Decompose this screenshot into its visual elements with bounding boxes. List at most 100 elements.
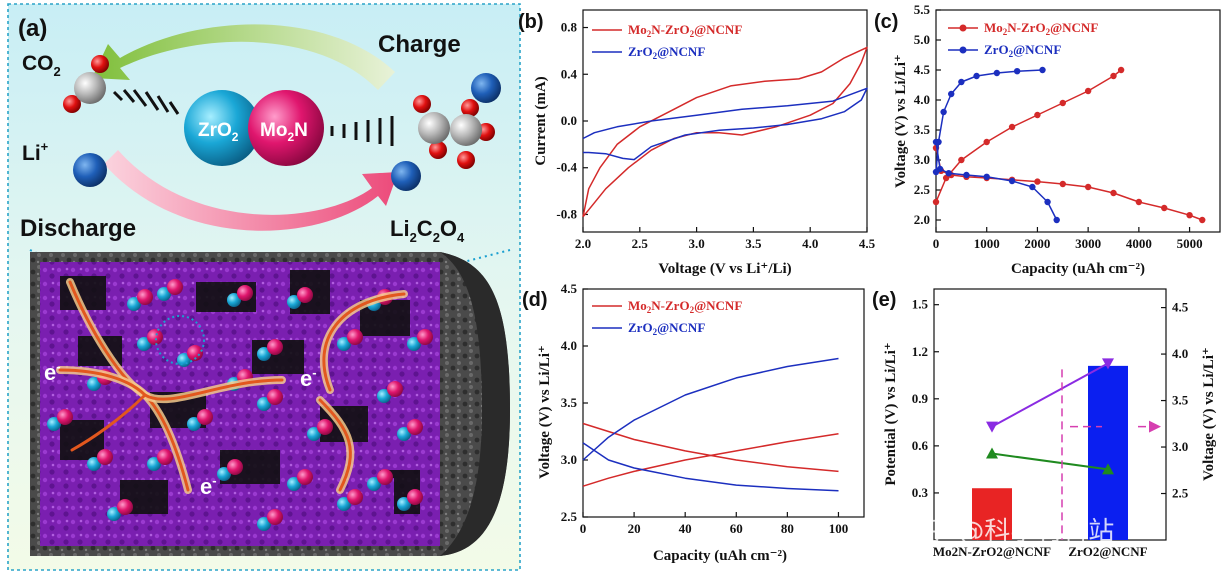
y-tick-label: 3.5 [561, 395, 578, 410]
y-tick-label: 0.8 [561, 20, 578, 35]
li2c2o4-molecule [391, 73, 501, 191]
panel-e-series [972, 358, 1161, 540]
adsorbed-zro2-particle [287, 477, 301, 491]
adsorbed-mo2n-particle [147, 329, 163, 345]
panel-d-series [582, 357, 839, 492]
x-tick-label: 0 [580, 521, 587, 536]
mo2n-sphere [248, 90, 324, 166]
panel-b-cv-plot: (b) 2.0 2.5 3.0 3.5 4.0 4.5-0.8-0.40.00.40.8 … [518, 9, 876, 277]
electron-label-1: e- [44, 359, 61, 385]
panel-c-legend-blue-dot [959, 46, 967, 54]
data-point [1161, 204, 1168, 212]
panel-d-xlabel: Capacity (uAh cm⁻²) [653, 548, 787, 564]
x-tick-label: 2.0 [575, 236, 591, 251]
co2-interaction-dashes [112, 89, 180, 115]
data-point [948, 90, 955, 98]
x-tick-label: 3000 [1075, 236, 1101, 251]
x-tick-label: 4000 [1126, 236, 1152, 251]
adsorbed-zro2-particle [87, 377, 101, 391]
adsorbed-mo2n-particle [267, 509, 283, 525]
panel-b-xlabel: Voltage (V vs Li⁺/Li) [658, 261, 791, 277]
adsorbed-zro2-particle [257, 517, 271, 531]
data-point [1084, 87, 1092, 95]
panel-b-legend: Mo2N-ZrO2@NCNF ZrO2@NCNF [592, 22, 742, 61]
adsorbed-zro2-particle [87, 457, 101, 471]
y-tick-label: 4.0 [914, 92, 930, 107]
adsorbed-zro2-particle [367, 477, 381, 491]
panel-c-ticks: 0 1000 2000 3000 4000 5000 2.0 2.5 3.0 3.5 4.0 4.5 5… [914, 2, 1203, 251]
x-category-label: ZrO2@NCNF [1068, 544, 1147, 559]
adsorbed-mo2n-particle [347, 329, 363, 345]
bar [972, 488, 1012, 540]
data-point [1013, 68, 1021, 75]
data-point [935, 138, 942, 146]
data-point [1008, 177, 1016, 185]
data-point [1199, 216, 1206, 224]
panel-b-label: (b) [518, 11, 544, 33]
electron-paths [56, 278, 408, 494]
adsorbed-mo2n-particle [97, 449, 113, 465]
data-point [1008, 123, 1016, 131]
panel-a-schematic: (a) Charge Discharge CO2 Li+ ZrO2 Mo2N [7, 3, 521, 571]
panel-b-frame [582, 9, 868, 233]
adsorbed-zro2-particle [47, 417, 61, 431]
data-point [1053, 216, 1060, 224]
y-left-tick-label: 0.6 [912, 438, 929, 453]
panel-c-legend: Mo2N-ZrO2@NCNF ZrO2@NCNF [948, 20, 1098, 59]
data-point [1039, 66, 1046, 74]
adsorbed-mo2n-particle [227, 459, 243, 475]
panel-d-cycling-plot: (d) 0 20 40 60 80 100 2.5 3.0 3.5 4.0 4.5 Capacity… [522, 281, 865, 564]
panel-c-legend-red: Mo2N-ZrO2@NCNF [984, 20, 1098, 37]
panel-d-label: (d) [522, 289, 548, 311]
panel-c-xlabel: Capacity (uAh cm⁻²) [1011, 261, 1145, 277]
x-tick-label: 0 [933, 236, 940, 251]
overlay-line [991, 452, 1109, 471]
series-line [582, 422, 839, 473]
y-tick-label: 2.5 [914, 182, 931, 197]
zro2-sphere [184, 90, 260, 166]
panel-e-ylabel-left: Potential (V) vs Li/Li⁺ [883, 342, 899, 485]
panel-e-frame [933, 288, 1167, 541]
overlay-marker [986, 447, 998, 459]
series-line [935, 69, 1043, 173]
panel-d-legend: Mo2N-ZrO2@NCNF ZrO2@NCNF [592, 298, 742, 337]
li-ion [73, 153, 107, 187]
y-right-tick-label: 4.0 [1172, 346, 1188, 361]
y-tick-label: 4.5 [914, 62, 931, 77]
data-point [983, 138, 990, 146]
y-tick-label: 3.0 [914, 152, 930, 167]
y-left-tick-label: 0.3 [912, 485, 929, 500]
data-point [973, 72, 980, 80]
adsorbed-zro2-particle [147, 457, 161, 471]
y-tick-label: 2.5 [561, 509, 578, 524]
adsorbed-zro2-particle [397, 427, 411, 441]
data-point [1110, 72, 1117, 80]
data-point [932, 168, 940, 176]
adsorbed-mo2n-particle [57, 409, 73, 425]
discharge-arrow [104, 150, 398, 231]
x-tick-label: 3.5 [745, 236, 762, 251]
x-tick-label: 4.0 [802, 236, 818, 251]
adsorbed-zro2-particle [287, 295, 301, 309]
adsorbed-mo2n-particle [167, 279, 183, 295]
adsorbed-zro2-particle [107, 507, 121, 521]
data-point [932, 198, 940, 206]
x-tick-label: 3.0 [688, 236, 704, 251]
x-tick-label: 100 [829, 521, 849, 536]
data-point [945, 170, 952, 177]
adsorbed-zro2-particle [307, 427, 321, 441]
x-tick-label: 2.5 [632, 236, 649, 251]
adsorbed-mo2n-particle [267, 389, 283, 405]
data-point [1044, 198, 1051, 206]
bar [1088, 365, 1128, 540]
li2c2o4-label: Li2C2O4 [390, 216, 465, 245]
x-tick-label: 20 [628, 521, 641, 536]
panel-c-ylabel: Voltage (V) vs Li/Li⁺ [893, 54, 909, 188]
data-point [942, 174, 950, 182]
adsorbed-mo2n-particle [347, 489, 363, 505]
adsorbed-mo2n-particle [137, 289, 153, 305]
data-point [963, 171, 970, 179]
panel-d-legend-red: Mo2N-ZrO2@NCNF [628, 298, 742, 315]
data-point [1135, 198, 1143, 206]
adsorbed-mo2n-particle [407, 489, 423, 505]
